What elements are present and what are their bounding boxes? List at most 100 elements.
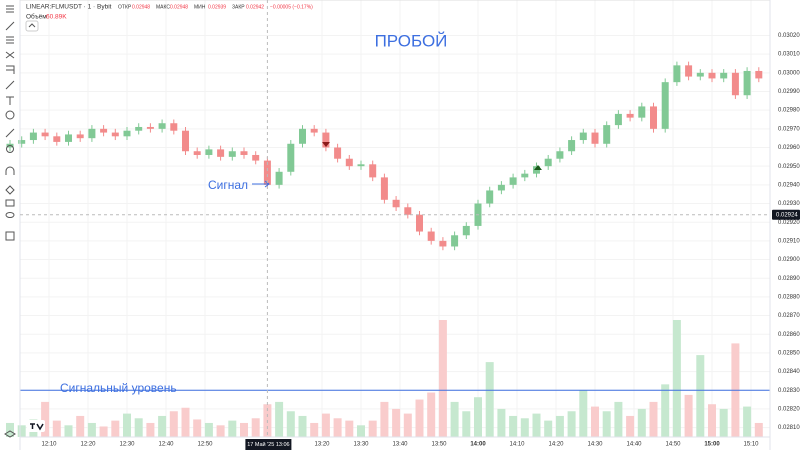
- collapse-icon: [28, 23, 36, 28]
- tool-text[interactable]: [6, 96, 14, 105]
- y-tick-label: 0.02960: [778, 145, 800, 151]
- volume-bar: [345, 420, 354, 437]
- volume-bar: [485, 362, 494, 437]
- candle-body: [755, 70, 763, 79]
- tool-fib[interactable]: [6, 36, 14, 44]
- candle-body: [287, 143, 295, 172]
- volume-bar: [602, 411, 611, 437]
- ohlc-label: МАКС: [156, 4, 170, 10]
- candle-body: [123, 130, 131, 137]
- x-tick-label: 12:50: [197, 442, 213, 448]
- y-tick-label: 0.02890: [778, 276, 800, 282]
- candle-body: [275, 171, 283, 185]
- volume-bar: [380, 401, 389, 437]
- y-tick-label: 0.02820: [778, 406, 800, 412]
- tool-line[interactable]: [5, 21, 15, 31]
- header: LINEAR:FLMUSDT · 1 · Bybit ОТКР 0.02948 МА…: [25, 4, 313, 32]
- volume-bar: [64, 425, 73, 437]
- volume-bar: [146, 422, 155, 437]
- volume-bar: [357, 425, 365, 437]
- candle-body: [509, 177, 517, 185]
- axes: 0.03020 0.03010 0.03000 0.02990 0.02980 0.029…: [20, 0, 800, 450]
- candle-body: [497, 184, 505, 191]
- candle-body: [544, 158, 552, 167]
- x-tick-label: 14:30: [587, 442, 603, 448]
- y-tick-label: 0.03020: [778, 33, 800, 39]
- candle-body: [53, 136, 61, 142]
- ohlc-change: −0.00005 (−0.17%): [270, 4, 313, 10]
- candle-body: [451, 235, 459, 247]
- tool-layers[interactable]: [4, 430, 16, 438]
- tool-forecast[interactable]: [6, 65, 15, 74]
- buy-marker: [534, 165, 542, 170]
- candle-body: [65, 134, 72, 142]
- y-tick-label: 0.02850: [778, 350, 800, 356]
- tool-eye[interactable]: [5, 212, 15, 218]
- candle-body: [696, 72, 704, 77]
- candle-body: [591, 132, 599, 144]
- candle-body: [357, 164, 365, 167]
- tool-drawings[interactable]: [5, 185, 15, 195]
- x-tick-label: 12:10: [41, 442, 57, 448]
- volume-bar: [392, 408, 401, 437]
- volume-bar: [450, 401, 459, 437]
- volume-bar: [228, 420, 237, 437]
- ohlc: ОТКР 0.02948 МАКС 0.02948 МИН 0.02939 ЗАКР 0.02…: [118, 4, 313, 10]
- x-tick-label: 13:20: [314, 442, 330, 448]
- y-tick-label: 0.02990: [778, 89, 800, 95]
- y-tick-label: 0.02810: [778, 425, 800, 431]
- volume-value: 60.89K: [46, 14, 67, 21]
- volume-bar: [696, 355, 705, 437]
- volume-bar: [216, 425, 225, 437]
- toolbar: [4, 5, 16, 438]
- volume-bar: [76, 415, 85, 437]
- tool-lock[interactable]: [5, 199, 15, 207]
- volume-bar: [99, 426, 108, 437]
- candle-body: [720, 72, 728, 79]
- volume-bar: [532, 413, 541, 437]
- candle-body: [661, 82, 669, 129]
- candle-body: [556, 151, 564, 159]
- tool-brush[interactable]: [5, 80, 15, 90]
- cursor-tag-label: 17 Май '25 13:06: [247, 441, 289, 448]
- candle-body: [685, 65, 693, 77]
- ohlc-label: ЗАКР: [232, 4, 245, 10]
- volume-bar: [462, 411, 471, 437]
- y-tick-label: 0.02940: [778, 182, 800, 188]
- y-tick-label: 0.02830: [778, 388, 800, 394]
- volume-bar: [567, 411, 576, 437]
- volume-bar: [579, 390, 588, 437]
- x-tick-label: 15:00: [704, 442, 720, 448]
- tool-menu[interactable]: [6, 5, 14, 13]
- candle-body: [76, 134, 84, 139]
- candle-body: [170, 123, 178, 131]
- candle-body: [439, 240, 447, 247]
- volume-bar: [286, 411, 295, 437]
- candle-body: [135, 126, 143, 131]
- volume-bar: [544, 420, 553, 437]
- volume-bar: [41, 401, 50, 437]
- tool-emoji[interactable]: [5, 110, 15, 120]
- volume-bar: [649, 401, 658, 437]
- volume-bar: [310, 422, 319, 437]
- tool-ruler[interactable]: [5, 128, 15, 138]
- ohlc-value: 0.02942: [246, 4, 264, 10]
- y-tick-label: 0.02900: [778, 257, 800, 263]
- candle-body: [392, 199, 400, 208]
- tool-pattern[interactable]: [5, 51, 15, 59]
- tool-zoom[interactable]: [6, 145, 14, 153]
- x-tick-label: 13:30: [353, 442, 369, 448]
- volume-bar: [754, 422, 763, 437]
- candle-body: [182, 130, 189, 152]
- volume-bar: [614, 401, 623, 437]
- collapse-button[interactable]: [25, 20, 39, 32]
- tool-trash[interactable]: [5, 231, 15, 241]
- volume-bar: [743, 406, 752, 437]
- candle-body: [322, 132, 330, 148]
- candle-body: [334, 147, 342, 159]
- x-tick-label: 14:40: [626, 442, 642, 448]
- candle-body: [568, 140, 576, 152]
- tool-magnet[interactable]: [5, 166, 15, 175]
- candle-body: [263, 160, 271, 185]
